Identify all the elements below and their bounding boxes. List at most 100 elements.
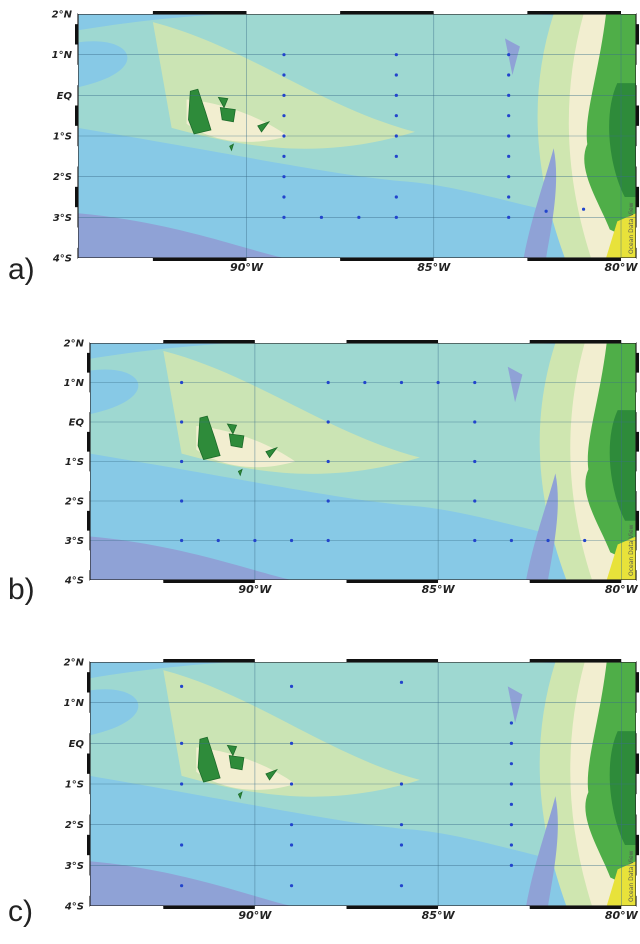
ocean-patch-nw — [78, 41, 128, 88]
border-block — [246, 11, 341, 14]
border-block — [621, 258, 636, 261]
lat-label: 1°S — [65, 780, 84, 791]
border-block — [87, 875, 90, 896]
border-block — [636, 64, 639, 86]
station-dot — [180, 499, 184, 503]
island-san-cristobal — [257, 120, 271, 133]
island-santiago — [217, 96, 229, 109]
border-block — [621, 340, 636, 343]
station-dot — [253, 538, 257, 543]
island-floreana — [229, 143, 235, 152]
deep-spike — [504, 38, 520, 75]
deep-spike — [507, 686, 523, 723]
lat-label: 3°S — [65, 536, 84, 547]
panel-label-a: a) — [8, 253, 35, 286]
station-dot — [473, 499, 477, 503]
station-dot — [282, 154, 286, 158]
border-block — [87, 712, 90, 734]
border-block — [621, 906, 636, 909]
border-block — [621, 11, 636, 14]
station-dot — [507, 175, 511, 179]
lat-label: EQ — [57, 91, 73, 102]
border-block — [246, 258, 341, 261]
station-dot — [394, 154, 398, 158]
station-dot — [394, 195, 398, 199]
border-block — [438, 906, 530, 909]
border-block — [163, 906, 255, 909]
station-dot — [180, 459, 184, 464]
land-highlands — [609, 731, 636, 845]
station-dot — [473, 420, 477, 424]
station-dot — [509, 782, 514, 786]
land-highlands — [609, 410, 636, 521]
border-block — [87, 794, 90, 815]
lat-label: 1°S — [53, 132, 72, 143]
station-dot — [507, 215, 511, 219]
deep-water-sw — [78, 213, 284, 258]
panel-label-c: c) — [8, 895, 33, 928]
border-block — [87, 431, 90, 452]
border-block — [90, 340, 164, 343]
station-dot — [282, 195, 286, 199]
station-dot — [509, 762, 514, 766]
border-block — [529, 340, 622, 343]
border-block — [152, 258, 247, 261]
border-block — [75, 227, 78, 248]
lat-label: EQ — [69, 418, 85, 429]
station-dot — [509, 802, 514, 806]
border-block — [636, 392, 639, 413]
station-dot — [394, 93, 398, 97]
island-isabela — [197, 415, 221, 460]
border-block — [636, 227, 639, 248]
station-dot — [282, 53, 286, 57]
station-dot — [507, 93, 511, 97]
station-dot — [326, 499, 330, 503]
border-block — [87, 834, 90, 856]
border-block — [636, 875, 639, 896]
station-dot — [289, 884, 294, 888]
border-block — [254, 659, 347, 662]
border-block — [75, 105, 78, 126]
map-panel-b: Ocean Data View 2°N 1°N EQ 1°S 2°S 3°S 4°S 90°W 8… — [0, 330, 640, 620]
station-dot — [326, 380, 330, 385]
lat-label: EQ — [69, 739, 85, 750]
map-b: Ocean Data View 2°N 1°N EQ 1°S 2°S 3°S 4°S 90°W 8… — [64, 339, 639, 596]
station-dot — [399, 843, 404, 847]
lat-label: 4°S — [64, 576, 84, 587]
border-block — [527, 11, 622, 14]
station-dot — [363, 380, 367, 385]
station-dot — [216, 538, 220, 543]
lat-label: 2°N — [52, 10, 73, 21]
border-block — [636, 352, 639, 373]
station-dot — [180, 684, 184, 688]
lat-label: 3°S — [53, 213, 72, 224]
border-block — [87, 471, 90, 492]
island-floreana — [237, 791, 243, 800]
map-field — [90, 662, 636, 906]
border-block — [621, 580, 636, 583]
station-dot — [507, 134, 511, 138]
station-dot — [507, 195, 511, 199]
border-block — [529, 659, 622, 662]
border-block — [346, 580, 439, 583]
border-block — [346, 659, 439, 662]
border-block — [87, 753, 90, 774]
border-block — [346, 906, 439, 909]
border-block — [636, 753, 639, 774]
station-dot — [394, 114, 398, 118]
border-block — [163, 580, 255, 583]
station-dot — [509, 863, 514, 867]
lat-label: 1°N — [64, 378, 85, 389]
credit-text: Ocean Data View — [628, 524, 635, 576]
station-dot — [509, 538, 514, 543]
border-block — [636, 712, 639, 734]
station-dot — [394, 134, 398, 138]
border-block — [87, 510, 90, 531]
deep-water-sw — [90, 536, 292, 580]
border-block — [75, 186, 78, 208]
border-block — [340, 11, 434, 14]
island-san-cristobal — [265, 446, 278, 459]
island-santiago — [226, 744, 238, 757]
lat-label: 2°N — [64, 339, 85, 350]
trench — [526, 796, 558, 906]
